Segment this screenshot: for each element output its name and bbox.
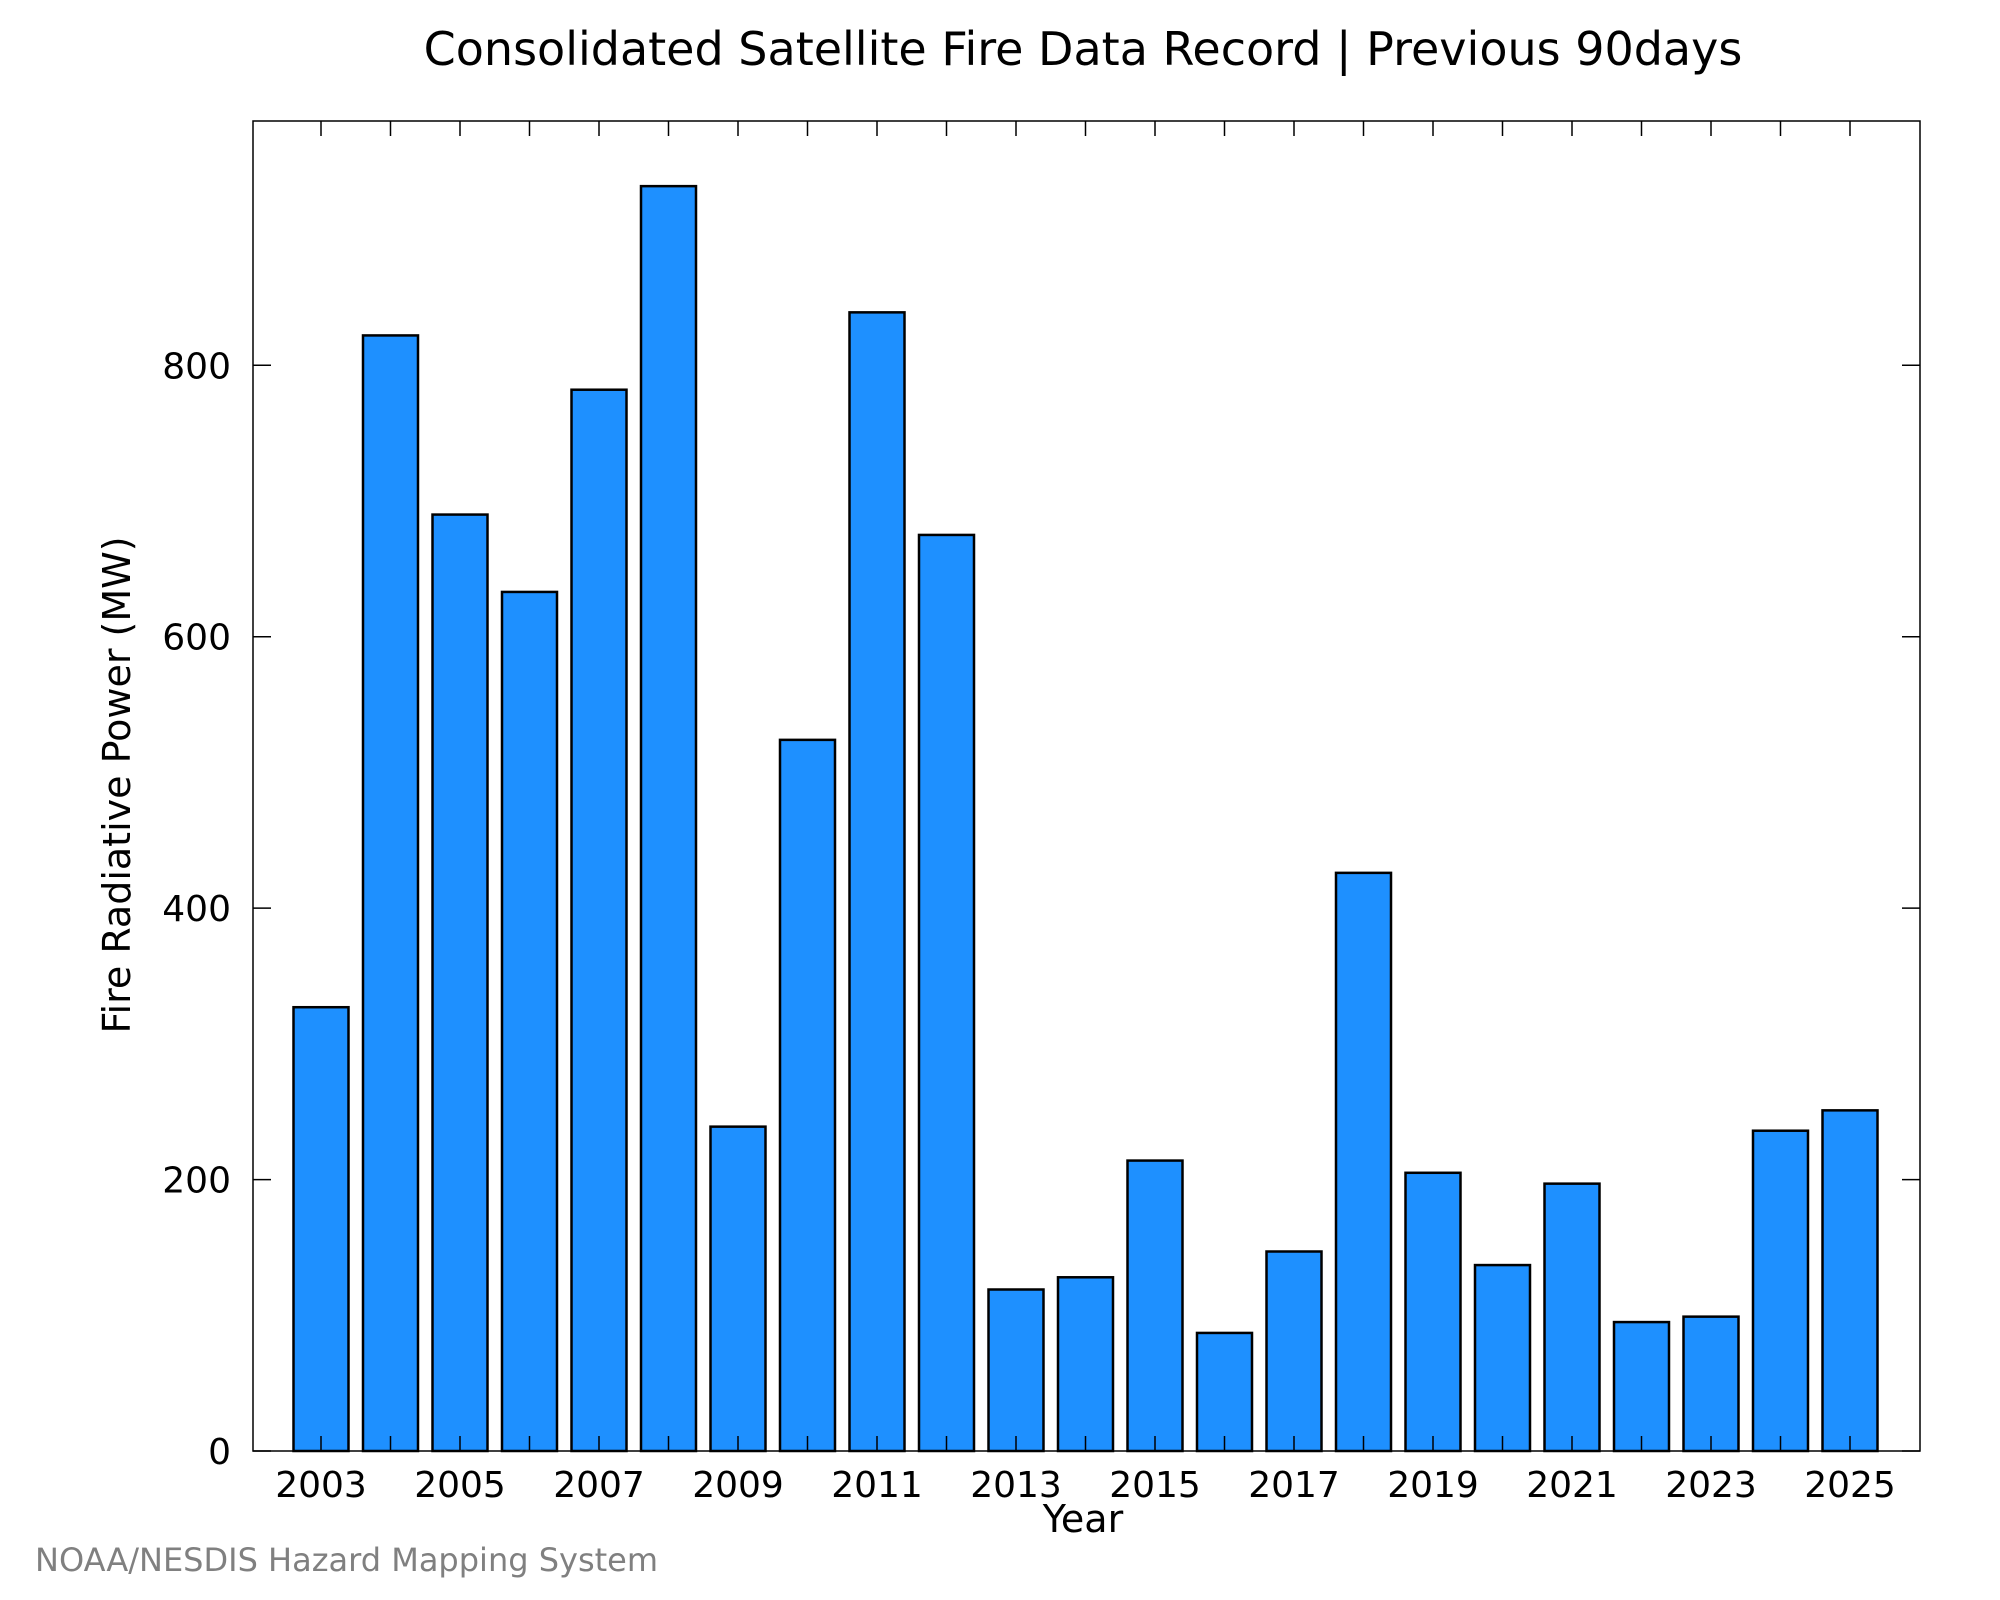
bar-2012	[917, 533, 976, 1453]
bar-2016	[1195, 1331, 1254, 1453]
x-tick-label-2013: 2013	[970, 1465, 1062, 1506]
bar-2023	[1682, 1315, 1740, 1453]
y-tick-label-400: 400	[162, 889, 231, 930]
x-tick-label-2015: 2015	[1109, 1465, 1201, 1506]
bar-2009	[709, 1125, 767, 1453]
x-tick-label-2019: 2019	[1387, 1465, 1479, 1506]
chart-title: Consolidated Satellite Fire Data Record …	[424, 22, 1743, 77]
bar-2013	[987, 1288, 1045, 1453]
x-tick-label-2005: 2005	[414, 1465, 506, 1506]
bar-2018	[1334, 871, 1393, 1453]
bar-2003	[292, 1005, 350, 1453]
bar-2008	[639, 184, 698, 1453]
bar-2019	[1404, 1171, 1462, 1453]
y-tick-label-200: 200	[162, 1161, 231, 1202]
bar-2025	[1821, 1109, 1879, 1453]
credit-text: NOAA/NESDIS Hazard Mapping System	[35, 1541, 658, 1579]
x-tick-label-2009: 2009	[692, 1465, 784, 1506]
bar-2017	[1265, 1250, 1323, 1453]
x-tick-label-2023: 2023	[1665, 1465, 1757, 1506]
bar-2005	[431, 513, 489, 1453]
bar-2015	[1126, 1159, 1184, 1453]
x-tick-label-2021: 2021	[1526, 1465, 1618, 1506]
bar-2020	[1473, 1263, 1532, 1453]
bar-2011	[848, 311, 906, 1453]
bar-2007	[570, 388, 628, 1453]
x-tick-label-2011: 2011	[831, 1465, 923, 1506]
bar-2014	[1056, 1276, 1115, 1453]
bar-2004	[361, 334, 420, 1453]
x-axis-label: Year	[1042, 1497, 1124, 1541]
bars-group	[292, 184, 1879, 1453]
bar-2021	[1543, 1182, 1601, 1453]
x-tick-label-2007: 2007	[553, 1465, 645, 1506]
axes-group: 0 200 400 600 800 2003 2005 2007 2009 2011 2013 201…	[162, 120, 1921, 1506]
bar-2022	[1612, 1320, 1671, 1453]
y-tick-label-800: 800	[162, 346, 231, 387]
bar-2006	[500, 590, 559, 1453]
y-axis-label: Fire Radiative Power (MW)	[95, 536, 139, 1033]
x-tick-label-2025: 2025	[1804, 1465, 1896, 1506]
bar-2010	[778, 738, 837, 1453]
x-tick-label-2003: 2003	[275, 1465, 367, 1506]
y-tick-label-0: 0	[208, 1432, 231, 1473]
plot-frame	[252, 120, 1921, 1452]
y-tick-label-600: 600	[162, 618, 231, 659]
bar-2024	[1751, 1129, 1810, 1453]
x-tick-label-2017: 2017	[1248, 1465, 1340, 1506]
